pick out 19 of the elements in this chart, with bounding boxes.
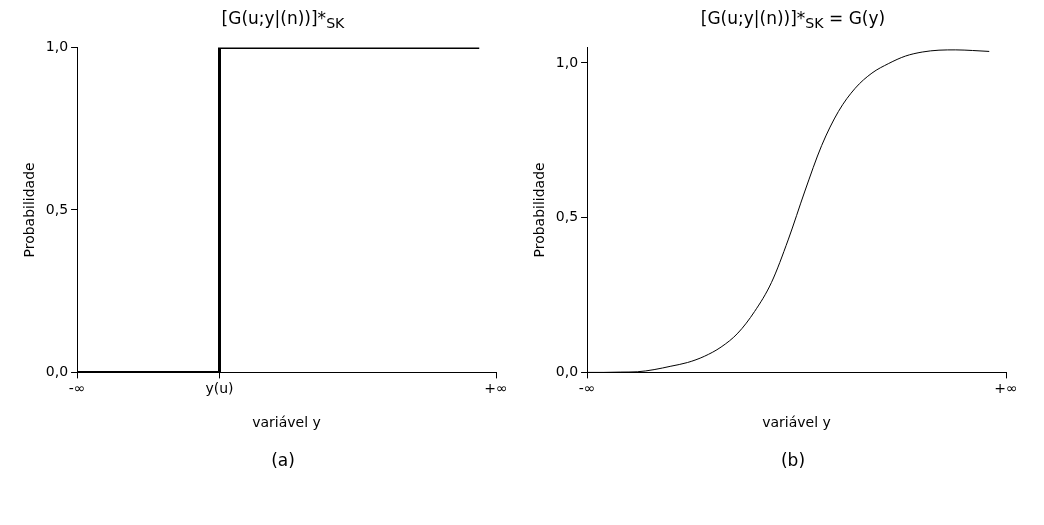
y-tick-label: 1,0 — [45, 38, 69, 55]
x-axis-title: variável y — [762, 414, 831, 431]
x-axis-title: variável y — [252, 414, 321, 431]
x-tick-label: -∞ — [578, 380, 596, 397]
y-axis-title: Probabilidade — [531, 162, 548, 258]
text: (a) — [270, 450, 296, 470]
chart-title: [G(u;y|(n))]*$_{SK}$ = G(y) — [699, 8, 887, 34]
x-tick-label: -∞ — [68, 380, 86, 397]
x-tick-label: +∞ — [994, 380, 1018, 397]
y-tick-label: 0,5 — [555, 208, 579, 225]
y-axis-title: Probabilidade — [21, 162, 38, 258]
x-tick-label: +∞ — [484, 380, 508, 397]
chart-title: [G(u;y|(n))]*$_{SK}$ — [220, 8, 346, 34]
y-tick-label: 0,5 — [45, 200, 69, 217]
x-tick-label: y(u) — [205, 380, 234, 397]
y-tick-label: 0,0 — [555, 363, 579, 380]
text: (b) — [779, 450, 807, 470]
y-tick-label: 0,0 — [45, 363, 69, 380]
y-tick-label: 1,0 — [555, 53, 579, 70]
